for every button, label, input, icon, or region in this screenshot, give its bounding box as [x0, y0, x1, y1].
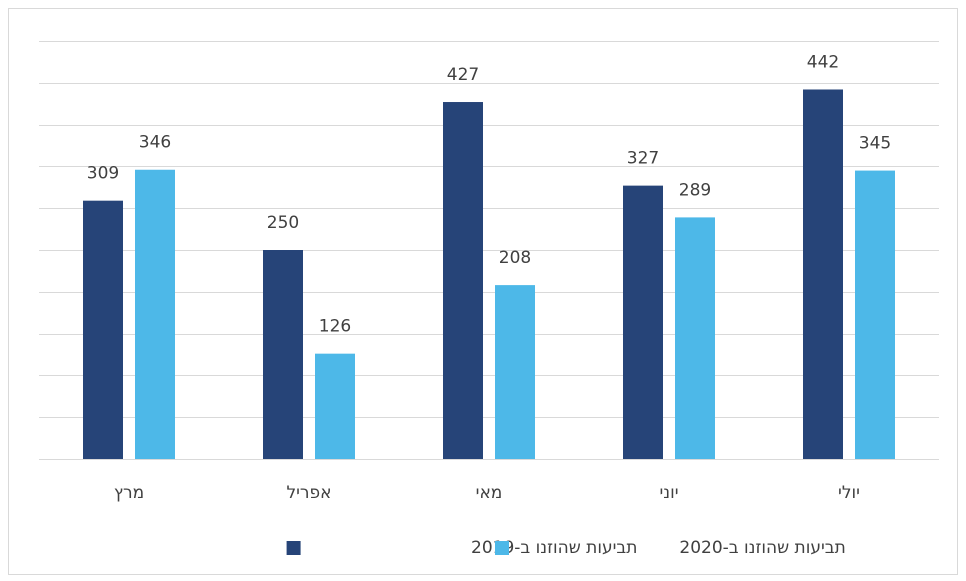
bar	[675, 217, 715, 459]
bar	[263, 250, 303, 459]
data-label: 427	[447, 65, 479, 85]
data-label: 289	[679, 180, 711, 200]
data-label: 309	[87, 164, 119, 184]
data-label: 442	[807, 52, 839, 72]
bar	[855, 170, 895, 459]
data-label: 327	[627, 149, 659, 169]
x-tick-label: מרץ	[114, 483, 144, 503]
bar	[803, 89, 843, 459]
data-label: 250	[267, 213, 299, 233]
legend-label: תביעות שהוזנו ב-2019	[471, 538, 637, 558]
bar	[623, 185, 663, 460]
data-label: 345	[859, 134, 891, 154]
x-tick-label: אפריל	[286, 483, 331, 503]
x-tick-label: יולי	[838, 483, 860, 503]
legend-swatch	[286, 541, 301, 555]
x-tick-label: מאי	[476, 483, 503, 503]
bar	[315, 353, 355, 459]
legend-label: תביעות שהוזנו ב-2020	[679, 538, 845, 558]
bar	[495, 285, 535, 459]
data-label: 208	[499, 248, 531, 268]
data-label: 126	[319, 317, 351, 337]
bar	[443, 102, 483, 459]
bar	[83, 200, 123, 459]
x-tick-label: יוני	[659, 483, 678, 503]
bar	[135, 169, 175, 459]
data-label: 346	[139, 133, 171, 153]
legend-swatch	[495, 541, 509, 555]
